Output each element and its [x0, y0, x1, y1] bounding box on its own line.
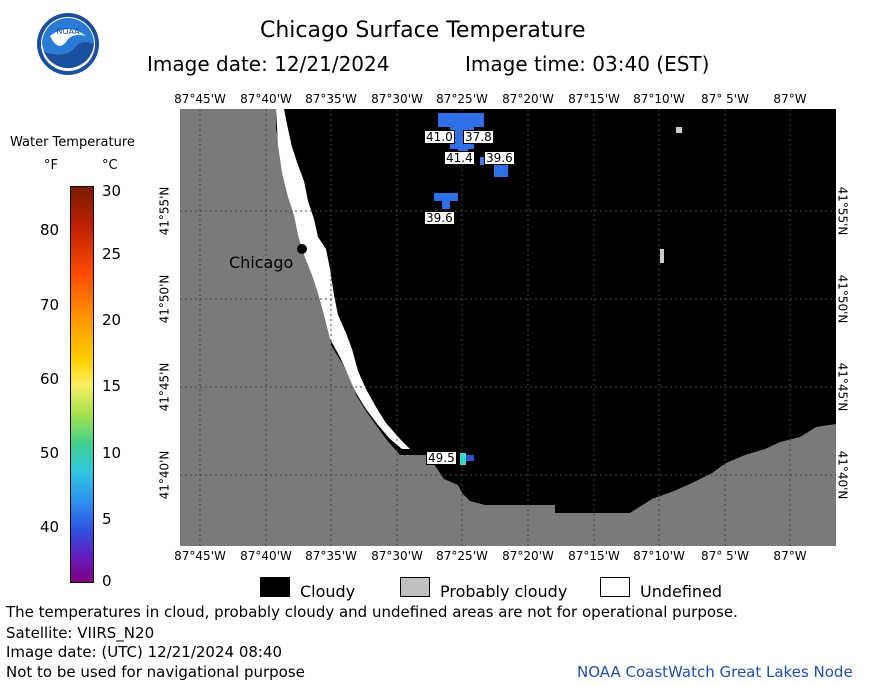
- legend-cloudy-swatch: [260, 577, 290, 597]
- map-svg: [180, 109, 836, 546]
- scale-f-unit: °F: [44, 158, 58, 173]
- lon-label: 87°35'W: [305, 92, 357, 106]
- lon-label: 87° 5'W: [701, 549, 749, 563]
- lat-label: 41°55'N: [157, 186, 172, 236]
- lat-label: 41°45'N: [157, 362, 172, 412]
- c-tick: 20: [102, 311, 122, 329]
- legend-undefined-swatch: [600, 577, 630, 597]
- legend-probably-cloudy-swatch: [400, 577, 430, 597]
- legend-probably-cloudy-label: Probably cloudy: [440, 582, 568, 601]
- temp-label: 41.4: [444, 151, 475, 165]
- temp-label: 39.6: [484, 151, 515, 165]
- c-tick: 10: [102, 444, 122, 462]
- f-tick: 80: [40, 221, 60, 239]
- graticule: [180, 109, 836, 546]
- c-tick: 25: [102, 245, 122, 263]
- legend-undefined-label: Undefined: [640, 582, 723, 601]
- c-tick: 30: [102, 182, 122, 200]
- lon-label: 87°45'W: [174, 92, 226, 106]
- lat-label: 41°40'N: [835, 450, 850, 500]
- cloud-area: [276, 109, 836, 513]
- lon-label: 87°15'W: [568, 92, 620, 106]
- f-tick: 50: [40, 444, 60, 462]
- f-tick: 40: [40, 518, 60, 536]
- lon-label: 87°10'W: [633, 92, 685, 106]
- f-tick: 60: [40, 370, 60, 388]
- lon-label: 87°W: [773, 92, 807, 106]
- logo-text: NOAA: [56, 27, 80, 36]
- lat-label: 41°50'N: [157, 274, 172, 324]
- satellite-text: Satellite: VIIRS_N20: [6, 624, 155, 642]
- temp-label: 41.0: [424, 130, 455, 144]
- lat-label: 41°40'N: [157, 450, 172, 500]
- lon-label: 87°10'W: [633, 549, 685, 563]
- temp-label: 37.8: [463, 130, 494, 144]
- temp-label: 49.5: [426, 451, 457, 465]
- lon-label: 87°30'W: [371, 92, 423, 106]
- c-tick: 15: [102, 377, 122, 395]
- scale-c-unit: °C: [102, 158, 118, 173]
- noaa-logo: NOAA: [36, 12, 100, 76]
- chicago-marker: [297, 244, 307, 254]
- lat-label: 41°50'N: [835, 274, 850, 324]
- lon-label: 87°15'W: [568, 549, 620, 563]
- lon-label: 87°25'W: [436, 549, 488, 563]
- scale-title: Water Temperature: [10, 135, 135, 150]
- lon-label: 87°40'W: [240, 549, 292, 563]
- temp-label: 39.6: [424, 211, 455, 225]
- lon-label: 87°45'W: [174, 549, 226, 563]
- credit-link[interactable]: NOAA CoastWatch Great Lakes Node: [577, 663, 853, 681]
- disclaimer-text: The temperatures in cloud, probably clou…: [6, 603, 738, 621]
- lon-label: 87°30'W: [371, 549, 423, 563]
- city-label: Chicago: [229, 253, 294, 272]
- image-time: Image time: 03:40 (EST): [465, 52, 710, 76]
- c-tick: 5: [102, 510, 112, 528]
- legend-cloudy-label: Cloudy: [300, 582, 356, 601]
- map-panel[interactable]: Chicago 41.0 37.8 41.4 39.6 39.6 49.5: [180, 109, 836, 546]
- c-tick: 0: [102, 572, 112, 590]
- lon-label: 87° 5'W: [701, 92, 749, 106]
- lon-label: 87°W: [773, 549, 807, 563]
- image-date: Image date: 12/21/2024: [147, 52, 390, 76]
- page-title: Chicago Surface Temperature: [260, 18, 586, 43]
- nav-warning-text: Not to be used for navigational purpose: [6, 663, 305, 681]
- lon-label: 87°20'W: [502, 549, 554, 563]
- lon-label: 87°35'W: [305, 549, 357, 563]
- undefined-fringe: [276, 109, 410, 449]
- temperature-color-bar: [70, 186, 94, 583]
- utc-date-text: Image date: (UTC) 12/21/2024 08:40: [6, 643, 283, 661]
- lat-label: 41°55'N: [835, 186, 850, 236]
- lon-label: 87°20'W: [502, 92, 554, 106]
- lon-label: 87°40'W: [240, 92, 292, 106]
- f-tick: 70: [40, 296, 60, 314]
- lat-label: 41°45'N: [835, 362, 850, 412]
- lon-label: 87°25'W: [436, 92, 488, 106]
